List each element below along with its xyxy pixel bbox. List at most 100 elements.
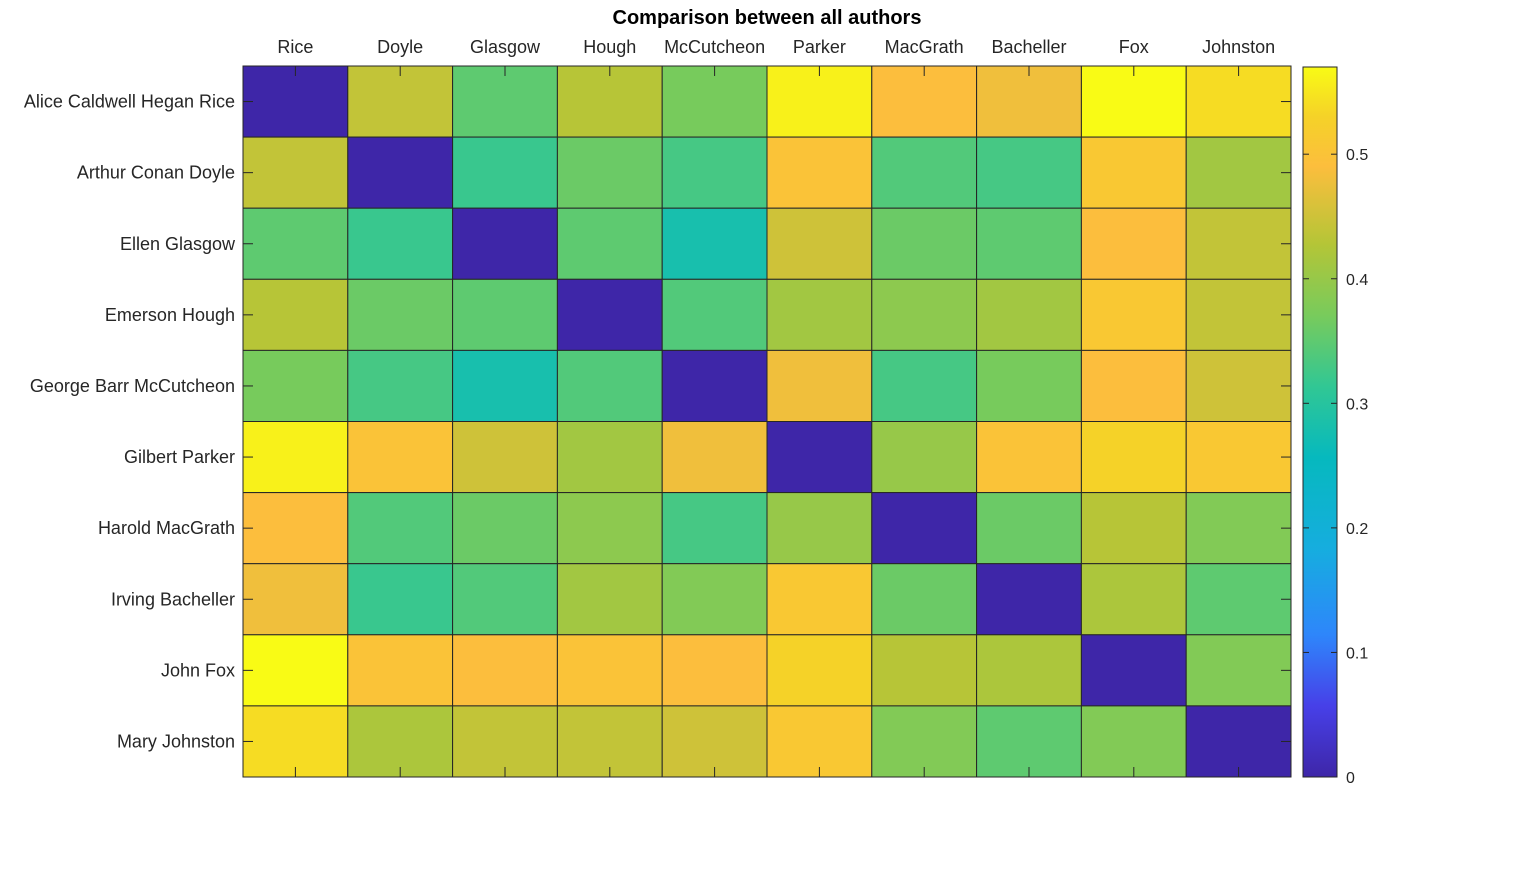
heatmap-cell <box>871 349 978 422</box>
heatmap-cell <box>242 705 349 778</box>
row-label: Irving Bacheller <box>111 589 235 609</box>
heatmap-cell <box>766 278 873 351</box>
column-label: Glasgow <box>470 37 541 57</box>
row-label: Harold MacGrath <box>98 518 235 538</box>
heatmap-cell <box>1185 207 1292 280</box>
heatmap-cell <box>242 207 349 280</box>
heatmap-cell <box>661 563 768 636</box>
heatmap-cell <box>452 705 558 778</box>
column-label: Johnston <box>1202 37 1275 57</box>
heatmap-cell <box>871 634 978 707</box>
heatmap-cell <box>871 492 978 565</box>
heatmap-cell <box>556 634 663 707</box>
heatmap-cell <box>766 65 873 138</box>
heatmap-cell <box>452 349 558 422</box>
row-label: Alice Caldwell Hegan Rice <box>24 92 235 112</box>
heatmap-cell <box>1185 705 1292 778</box>
heatmap-cell <box>871 278 978 351</box>
heatmap-cell <box>556 207 663 280</box>
row-label: Ellen Glasgow <box>120 234 236 254</box>
heatmap-cell <box>452 65 558 138</box>
chart-title: Comparison between all authors <box>613 7 922 29</box>
heatmap-cell <box>661 207 768 280</box>
heatmap-cell <box>556 421 663 494</box>
heatmap-cell <box>1080 65 1187 138</box>
heatmap-cell <box>871 207 978 280</box>
colorbar-gradient <box>1303 67 1337 777</box>
heatmap-cell <box>976 705 1082 778</box>
heatmap-cell <box>766 136 873 209</box>
heatmap-cell <box>1080 278 1187 351</box>
heatmap-cell <box>1185 421 1292 494</box>
colorbar: 0 0.1 0.2 0.3 0.4 0.5 <box>1302 66 1368 787</box>
heatmap-cell <box>1080 634 1187 707</box>
heatmap-cell <box>347 492 454 565</box>
heatmap-cell <box>766 421 873 494</box>
colorbar-tick-label: 0.2 <box>1346 521 1368 538</box>
heatmap-cell <box>347 65 454 138</box>
row-labels: Alice Caldwell Hegan Rice Arthur Conan Do… <box>24 92 236 752</box>
heatmap-cell <box>452 563 558 636</box>
heatmap-cells <box>242 65 1292 778</box>
colorbar-ticks: 0 0.1 0.2 0.3 0.4 0.5 <box>1303 147 1368 787</box>
heatmap-cell <box>661 705 768 778</box>
heatmap-cell <box>976 492 1082 565</box>
heatmap-cell <box>452 278 558 351</box>
heatmap-cell <box>242 65 349 138</box>
heatmap-cell <box>347 278 454 351</box>
heatmap-cell <box>661 421 768 494</box>
heatmap-cell <box>1185 634 1292 707</box>
heatmap-cell <box>1185 136 1292 209</box>
colorbar-tick-label: 0 <box>1346 770 1355 787</box>
heatmap-cell <box>1080 705 1187 778</box>
heatmap-cell <box>1080 207 1187 280</box>
heatmap-cell <box>1185 65 1292 138</box>
heatmap-cell <box>661 136 768 209</box>
column-label: Hough <box>583 37 636 57</box>
heatmap-cell <box>452 492 558 565</box>
heatmap-cell <box>1185 349 1292 422</box>
heatmap-cell <box>556 492 663 565</box>
heatmap-cell <box>347 705 454 778</box>
heatmap-cell <box>661 278 768 351</box>
column-label: Bacheller <box>991 37 1066 57</box>
heatmap-cell <box>1080 136 1187 209</box>
column-label: McCutcheon <box>664 37 765 57</box>
heatmap-cell <box>242 563 349 636</box>
row-label: John Fox <box>161 660 235 680</box>
heatmap-cell <box>976 278 1082 351</box>
heatmap-cell <box>766 349 873 422</box>
heatmap-cell <box>242 136 349 209</box>
column-label: MacGrath <box>885 37 964 57</box>
heatmap-cell <box>1185 492 1292 565</box>
heatmap-cell <box>976 563 1082 636</box>
heatmap-cell <box>452 136 558 209</box>
heatmap-cell <box>871 65 978 138</box>
heatmap-cell <box>1185 563 1292 636</box>
heatmap-cell <box>347 136 454 209</box>
row-label: Mary Johnston <box>117 731 235 751</box>
heatmap-cell <box>452 634 558 707</box>
heatmap-cell <box>661 349 768 422</box>
heatmap-cell <box>766 634 873 707</box>
heatmap-cell <box>976 207 1082 280</box>
heatmap-cell <box>976 65 1082 138</box>
plot-frame <box>242 65 1292 778</box>
column-label: Parker <box>793 37 846 57</box>
heatmap-cell <box>347 563 454 636</box>
column-label: Rice <box>277 37 313 57</box>
row-label: George Barr McCutcheon <box>30 376 235 396</box>
heatmap-cell <box>976 634 1082 707</box>
heatmap-cell <box>1080 349 1187 422</box>
heatmap-cell <box>242 492 349 565</box>
column-label: Doyle <box>377 37 423 57</box>
heatmap-cell <box>242 421 349 494</box>
heatmap-cell <box>766 492 873 565</box>
heatmap-cell <box>242 349 349 422</box>
heatmap-cell <box>242 634 349 707</box>
heatmap-cell <box>556 563 663 636</box>
heatmap-cell <box>1080 492 1187 565</box>
heatmap-cell <box>976 421 1082 494</box>
heatmap-cell <box>556 65 663 138</box>
